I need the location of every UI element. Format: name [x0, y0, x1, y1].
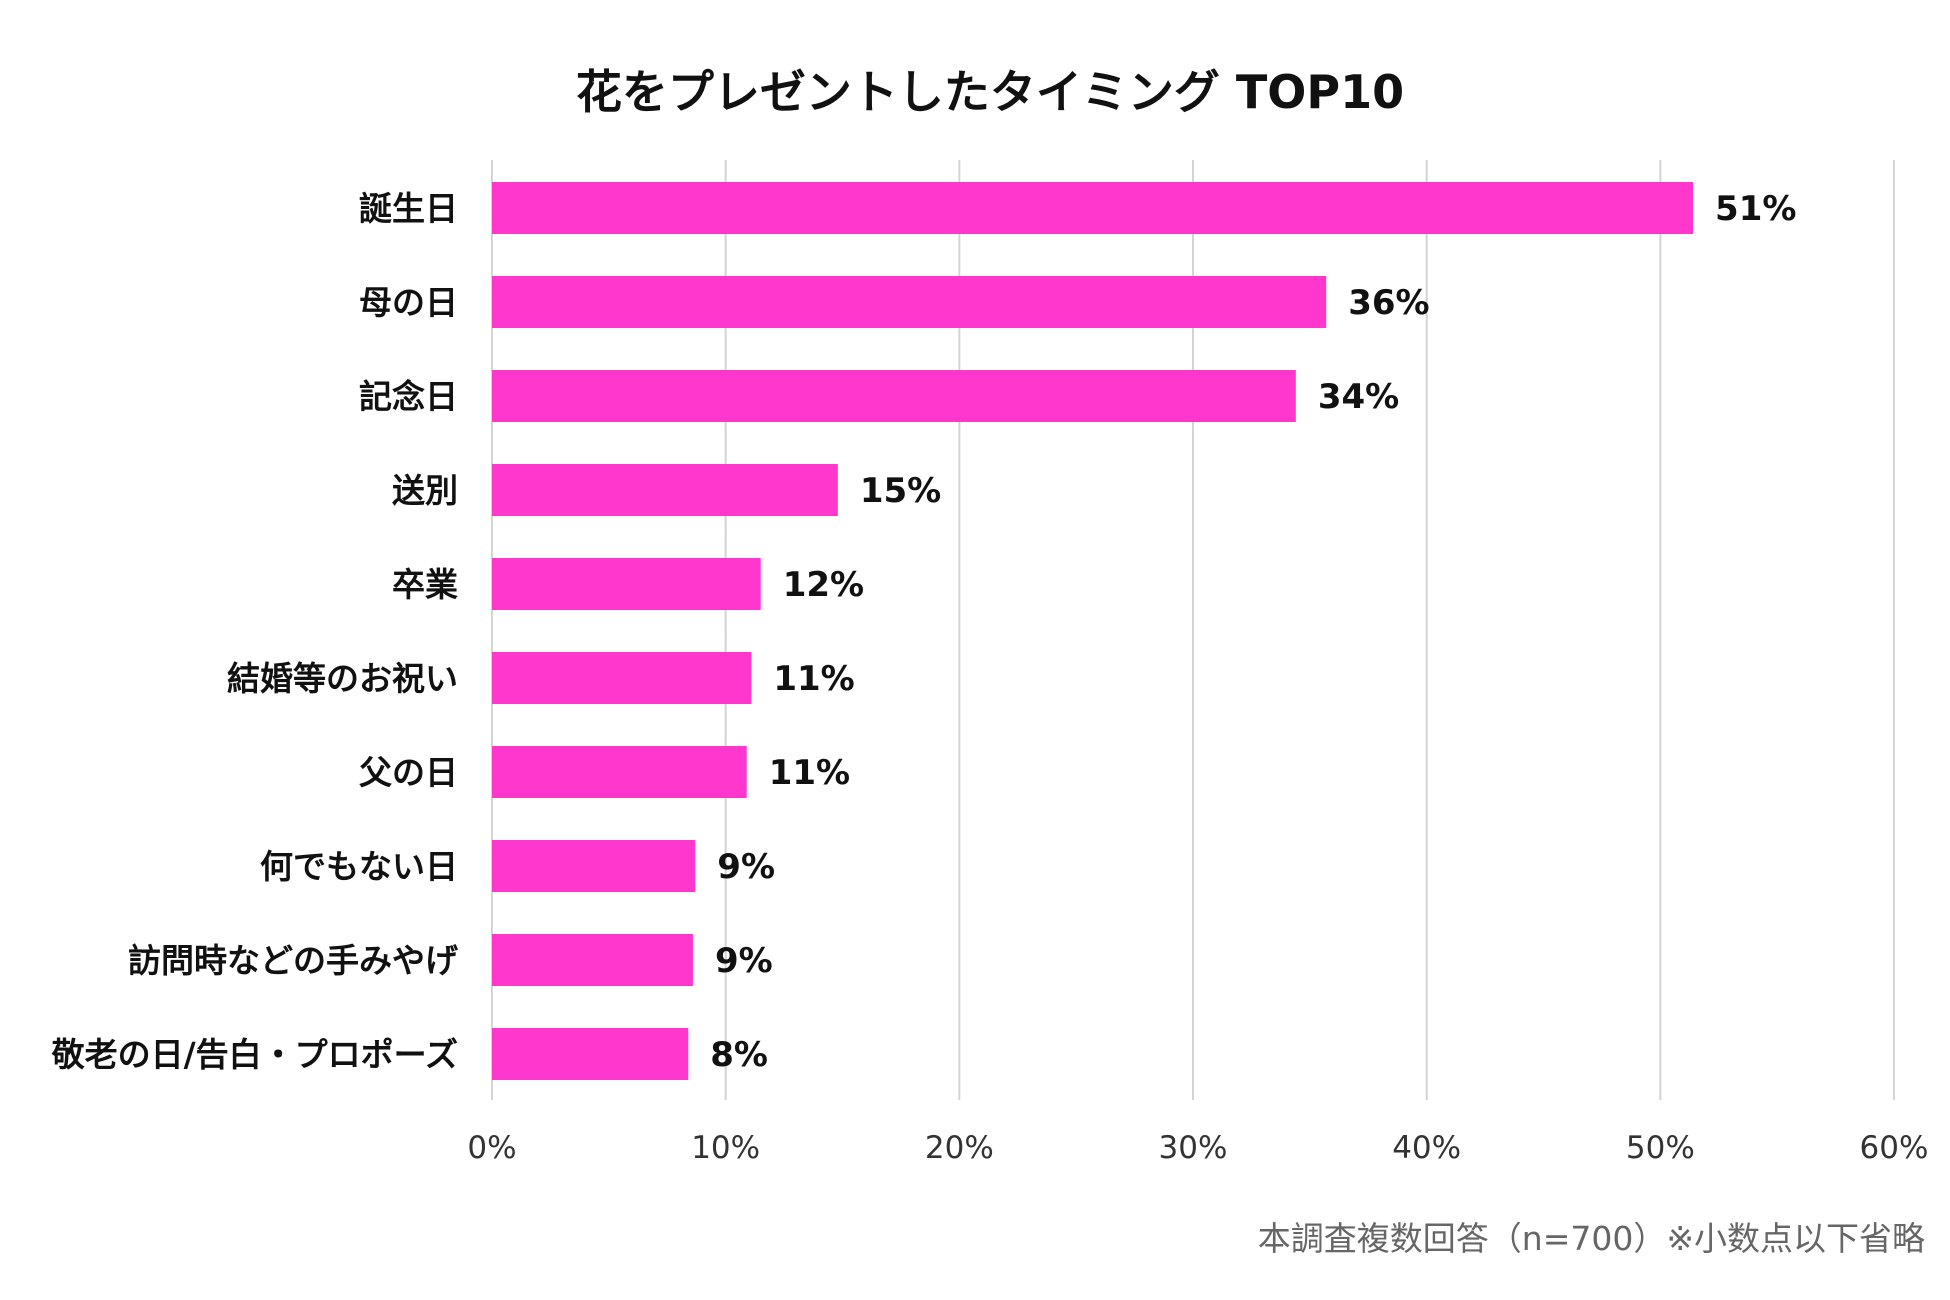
category-label: 結婚等のお祝い [227, 659, 458, 698]
bar-item-10 [492, 1028, 689, 1080]
bar-item-5 [492, 558, 761, 610]
x-tick-label: 10% [691, 1130, 760, 1166]
bar-item-3 [492, 370, 1296, 422]
value-label: 34% [1318, 377, 1399, 417]
category-label: 何でもない日 [260, 847, 458, 886]
value-label: 9% [717, 847, 775, 887]
category-label: 訪問時などの手みやげ [128, 941, 458, 980]
bar-item-9 [492, 934, 693, 986]
value-label: 36% [1348, 283, 1429, 323]
bars [492, 182, 1694, 1080]
chart-title: 花をプレゼントしたタイミング TOP10 [576, 65, 1404, 119]
bar-item-8 [492, 840, 696, 892]
value-label: 15% [860, 471, 941, 511]
x-tick-label: 30% [1159, 1130, 1228, 1166]
value-label: 51% [1715, 189, 1796, 229]
bar-item-4 [492, 464, 838, 516]
bar-item-2 [492, 276, 1327, 328]
x-tick-label: 50% [1626, 1130, 1695, 1166]
value-label: 12% [783, 565, 864, 605]
bar-item-1 [492, 182, 1694, 234]
category-labels: 誕生日母の日記念日送別卒業結婚等のお祝い父の日何でもない日訪問時などの手みやげ敬… [51, 189, 458, 1074]
x-axis-tick-labels: 0% 10% 20% 30% 40% 50% 60% [467, 1130, 1928, 1166]
value-label: 11% [769, 753, 850, 793]
value-label: 8% [710, 1035, 768, 1075]
value-label: 11% [773, 659, 854, 699]
value-label: 9% [715, 941, 773, 981]
category-label: 敬老の日/告白・プロポーズ [51, 1035, 458, 1074]
category-label: 卒業 [392, 565, 458, 604]
category-label: 父の日 [359, 753, 458, 792]
value-labels: 51% 36% 34% 15% 12% 11% 11% 9% 9% 8% [710, 189, 1796, 1075]
category-label: 誕生日 [359, 189, 458, 228]
category-label: 記念日 [359, 377, 458, 416]
x-tick-label: 60% [1860, 1130, 1929, 1166]
bar-item-7 [492, 746, 747, 798]
x-tick-label: 0% [467, 1130, 516, 1166]
bar-item-6 [492, 652, 752, 704]
x-tick-label: 40% [1392, 1130, 1461, 1166]
footnote: 本調査複数回答（n=700）※小数点以下省略 [1258, 1219, 1925, 1258]
category-label: 母の日 [359, 283, 458, 322]
category-label: 送別 [392, 471, 458, 510]
x-tick-label: 20% [925, 1130, 994, 1166]
